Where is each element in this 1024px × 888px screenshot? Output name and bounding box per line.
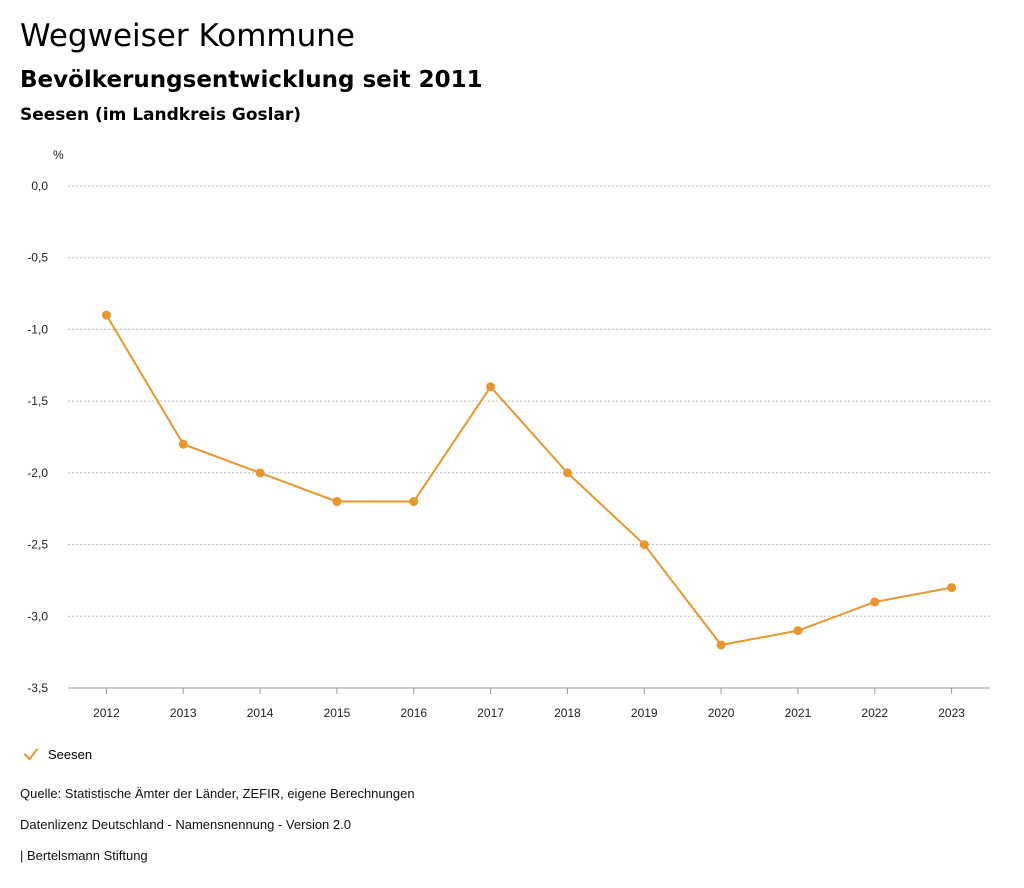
legend[interactable]: Seesen: [22, 745, 92, 763]
x-tick-label: 2013: [170, 706, 197, 720]
chart-subtitle: Bevölkerungsentwicklung seit 2011: [20, 67, 483, 93]
y-tick-label: -2,0: [27, 466, 48, 480]
y-tick-label: -1,0: [27, 322, 48, 336]
x-tick-label: 2016: [400, 706, 427, 720]
data-point[interactable]: [255, 468, 265, 478]
x-tick-label: 2022: [861, 706, 888, 720]
y-tick-label: -0,5: [27, 251, 48, 265]
data-point[interactable]: [562, 468, 572, 478]
data-point[interactable]: [947, 583, 957, 593]
data-point[interactable]: [486, 382, 496, 392]
x-tick-label: 2017: [477, 706, 504, 720]
x-tick-label: 2023: [938, 706, 965, 720]
x-tick-label: 2015: [324, 706, 351, 720]
grid-lines: [68, 185, 990, 689]
x-tick-label: 2012: [93, 706, 120, 720]
x-tick-label: 2018: [554, 706, 581, 720]
page-title: Wegweiser Kommune: [20, 18, 355, 54]
region-label: Seesen (im Landkreis Goslar): [20, 105, 302, 125]
license-note: Datenlizenz Deutschland - Namensnennung …: [20, 817, 351, 832]
legend-item-seesen: Seesen: [48, 746, 93, 762]
x-tick-label: 2020: [708, 706, 735, 720]
x-tick-label: 2014: [247, 706, 274, 720]
checkmark-icon: [24, 748, 38, 760]
x-tick-label: 2019: [631, 706, 658, 720]
line-chart: % 0,0-0,5-1,0-1,5-2,0-2,5-3,0-3,5 2012 20…: [27, 148, 990, 720]
publisher-note: | Bertelsmann Stiftung: [20, 848, 148, 863]
y-tick-label: -3,0: [27, 609, 48, 623]
data-point[interactable]: [332, 497, 342, 507]
data-point[interactable]: [793, 626, 803, 636]
y-tick-label: -3,5: [27, 681, 48, 695]
data-point[interactable]: [178, 439, 188, 449]
y-axis-unit-label: %: [53, 148, 64, 162]
data-point[interactable]: [639, 540, 649, 550]
x-axis: 2012 2013 2014 2015 2016 2017 2018 2019 2020 2021…: [93, 688, 965, 720]
y-axis-ticks: 0,0 -0,5 -1,0 -1,5 -2,0 -2,5 -3,0 -3,5: [27, 179, 48, 695]
series-seesen: [101, 310, 957, 650]
series-line: [105, 314, 952, 646]
y-tick-label: 0,0: [31, 179, 48, 193]
y-tick-label: -1,5: [27, 394, 48, 408]
data-point[interactable]: [870, 597, 880, 607]
source-note: Quelle: Statistische Ämter der Länder, Z…: [20, 786, 415, 801]
y-tick-label: -2,5: [27, 538, 48, 552]
data-point[interactable]: [409, 497, 419, 507]
data-point[interactable]: [716, 640, 726, 650]
x-tick-label: 2021: [785, 706, 812, 720]
data-point[interactable]: [101, 310, 111, 320]
